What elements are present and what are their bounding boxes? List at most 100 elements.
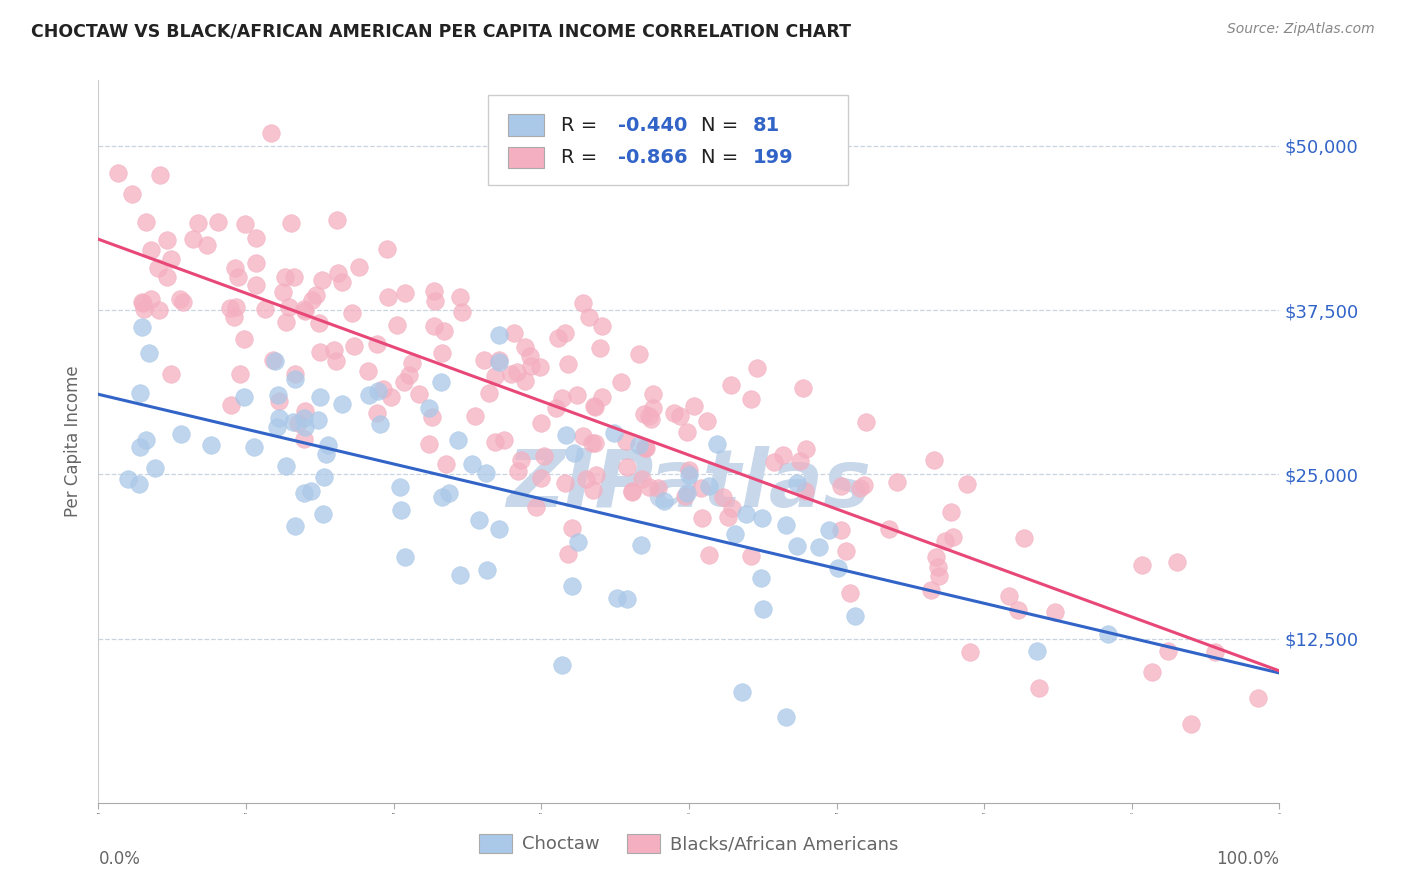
Point: [418, 436, 440, 450]
Text: N =: N =: [700, 148, 738, 167]
Point: [638, 480, 661, 494]
Point: [877, 522, 900, 536]
Point: [834, 544, 856, 558]
Point: [232, 390, 254, 404]
Point: [181, 232, 204, 246]
Point: [371, 382, 394, 396]
Point: [585, 467, 607, 482]
Point: [430, 346, 453, 360]
Point: [281, 415, 304, 429]
Point: [547, 331, 569, 345]
Point: [807, 541, 830, 555]
FancyBboxPatch shape: [508, 147, 544, 169]
Point: [690, 481, 713, 495]
Point: [294, 420, 316, 434]
Text: R =: R =: [561, 148, 605, 167]
Point: [316, 438, 339, 452]
Point: [385, 318, 408, 333]
Point: [830, 479, 852, 493]
Point: [380, 390, 402, 404]
Point: [287, 416, 309, 430]
Text: ZIPatlas: ZIPatlas: [506, 446, 872, 524]
Point: [606, 591, 628, 606]
Point: [1166, 555, 1188, 569]
Point: [920, 582, 942, 597]
Point: [506, 464, 529, 478]
Point: [533, 449, 555, 463]
Point: [751, 511, 773, 525]
Point: [922, 452, 945, 467]
Point: [280, 216, 302, 230]
Point: [484, 369, 506, 384]
Point: [640, 412, 662, 426]
Point: [488, 352, 510, 367]
Point: [292, 411, 315, 425]
Point: [284, 372, 307, 386]
Point: [128, 440, 150, 454]
Point: [394, 286, 416, 301]
Point: [478, 385, 501, 400]
Point: [717, 509, 740, 524]
Point: [325, 354, 347, 368]
Point: [357, 364, 380, 378]
Point: [267, 393, 290, 408]
Point: [266, 420, 288, 434]
Point: [284, 519, 307, 533]
Point: [583, 435, 606, 450]
Point: [394, 549, 416, 564]
Point: [398, 368, 420, 383]
Point: [218, 301, 240, 315]
Point: [664, 406, 686, 420]
Point: [591, 318, 613, 333]
Point: [278, 300, 301, 314]
Point: [849, 481, 872, 495]
Point: [254, 302, 277, 317]
Point: [294, 404, 316, 418]
Point: [927, 560, 949, 574]
Point: [425, 294, 447, 309]
Point: [312, 507, 335, 521]
Point: [377, 290, 399, 304]
Point: [647, 481, 669, 495]
Point: [676, 425, 699, 440]
Point: [311, 273, 333, 287]
Point: [146, 260, 169, 275]
Point: [562, 446, 585, 460]
Point: [513, 340, 536, 354]
Point: [131, 320, 153, 334]
Point: [434, 457, 457, 471]
Point: [200, 438, 222, 452]
Point: [591, 391, 613, 405]
Point: [565, 388, 588, 402]
Point: [225, 300, 247, 314]
Point: [389, 503, 412, 517]
Point: [567, 535, 589, 549]
Point: [134, 302, 156, 317]
Point: [572, 296, 595, 310]
Point: [273, 270, 295, 285]
Point: [621, 484, 644, 499]
Point: [388, 480, 411, 494]
Point: [634, 441, 657, 455]
Point: [529, 417, 551, 431]
Point: [121, 187, 143, 202]
Point: [245, 231, 267, 245]
Point: [484, 435, 506, 450]
Point: [852, 478, 875, 492]
Point: [264, 354, 287, 368]
Text: -0.440: -0.440: [619, 116, 688, 135]
Point: [1025, 644, 1047, 658]
Point: [301, 293, 323, 307]
Point: [222, 310, 245, 324]
Point: [529, 359, 551, 374]
Point: [589, 341, 612, 355]
Point: [132, 295, 155, 310]
Text: 81: 81: [752, 116, 780, 135]
Point: [696, 415, 718, 429]
Point: [260, 126, 283, 140]
Point: [172, 295, 194, 310]
Point: [269, 411, 291, 425]
Point: [818, 523, 841, 537]
Text: R =: R =: [561, 116, 605, 135]
Point: [638, 409, 661, 424]
